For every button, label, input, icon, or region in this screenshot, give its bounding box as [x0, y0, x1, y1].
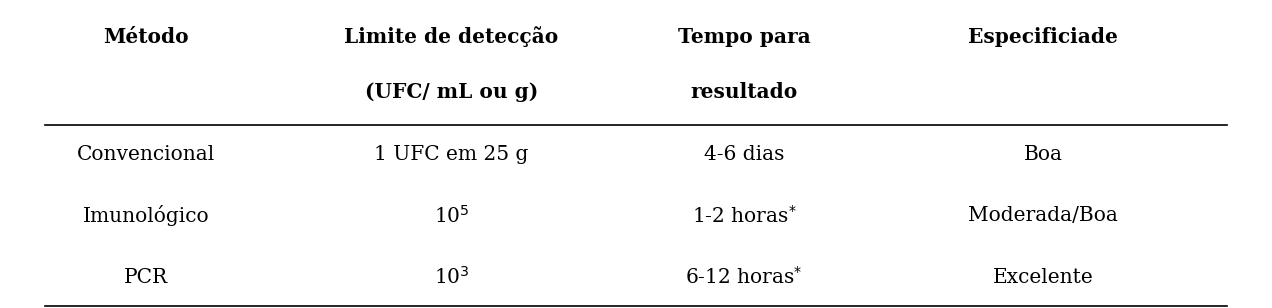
Text: PCR: PCR: [125, 268, 168, 287]
Text: 1 UFC em 25 g: 1 UFC em 25 g: [374, 144, 529, 164]
Text: Especificiade: Especificiade: [968, 27, 1118, 47]
Text: Limite de detecção: Limite de detecção: [345, 26, 558, 47]
Text: Método: Método: [103, 27, 190, 47]
Text: Tempo para: Tempo para: [678, 27, 810, 47]
Text: 10$^{5}$: 10$^{5}$: [434, 205, 469, 227]
Text: 10$^{3}$: 10$^{3}$: [434, 266, 469, 288]
Text: Excelente: Excelente: [992, 268, 1094, 287]
Text: Boa: Boa: [1024, 144, 1062, 164]
Text: (UFC/ mL ou g): (UFC/ mL ou g): [365, 83, 538, 102]
Text: 1-2 horas$^{*}$: 1-2 horas$^{*}$: [692, 205, 796, 227]
Text: Convencional: Convencional: [78, 144, 215, 164]
Text: Moderada/Boa: Moderada/Boa: [968, 206, 1118, 225]
Text: 6-12 horas$^{*}$: 6-12 horas$^{*}$: [686, 266, 803, 288]
Text: 4-6 dias: 4-6 dias: [703, 144, 785, 164]
Text: Imunológico: Imunológico: [83, 205, 210, 226]
Text: resultado: resultado: [691, 83, 798, 102]
